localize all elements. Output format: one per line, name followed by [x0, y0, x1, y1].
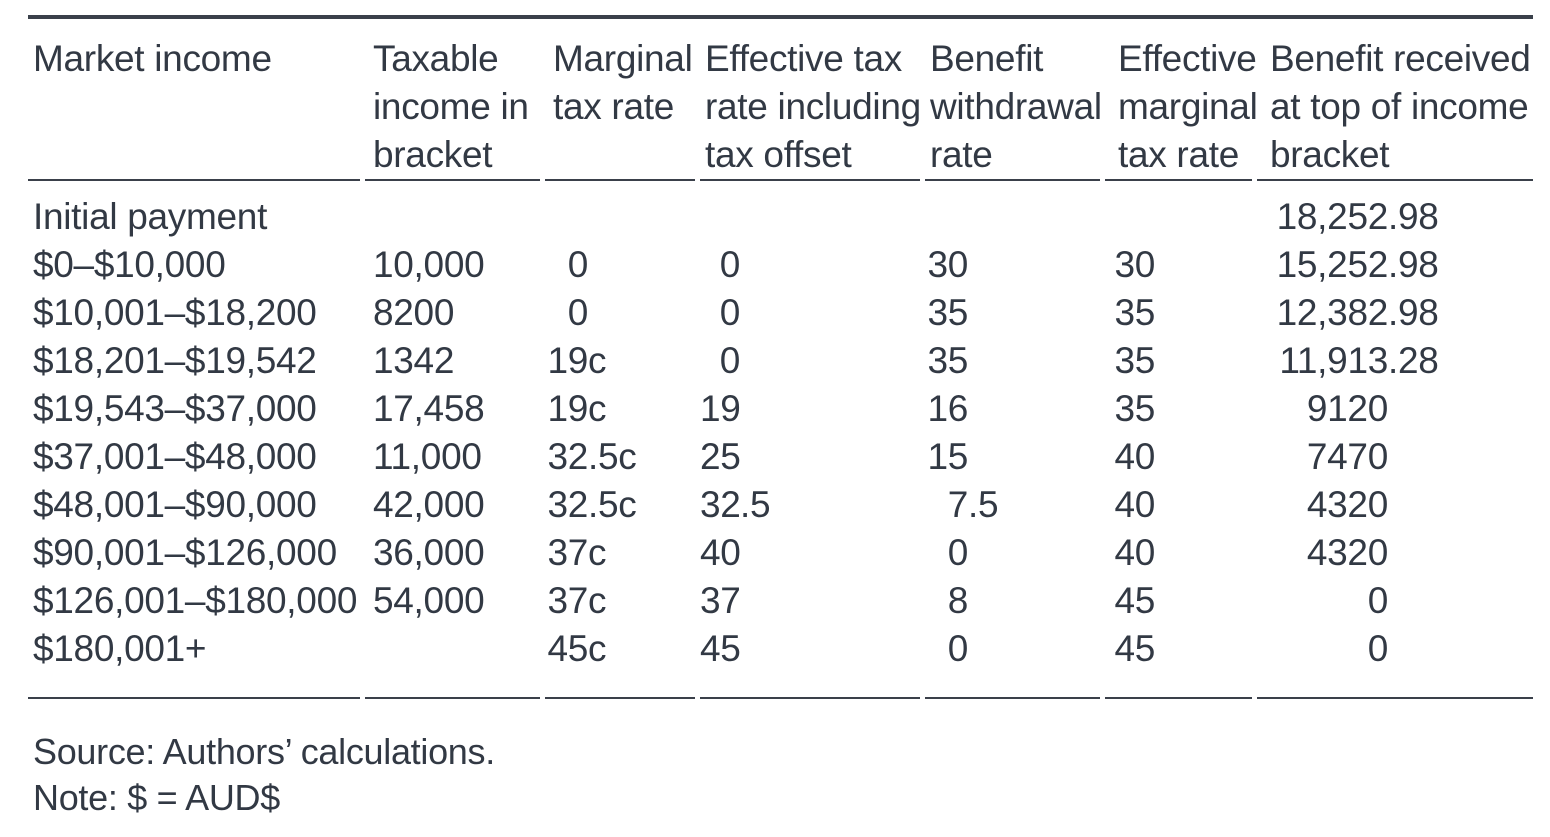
cell-taxable-income: 36,000: [373, 532, 485, 573]
cell-effective-tax-rate: 40: [700, 532, 741, 573]
table-header-row: Market income Taxable income in bracket …: [28, 19, 1533, 181]
cell-benefit-received: 0: [1367, 628, 1389, 669]
table-body: Initial payment 18,252.98 $0–$10,000 10,000…: [28, 181, 1533, 673]
table-top-rule: [28, 15, 1533, 19]
header-taxable-income: Taxable income in bracket: [365, 35, 540, 181]
cell-benefit-withdrawal: 35: [927, 340, 968, 381]
cell-effective-tax-rate: 45: [700, 628, 741, 669]
cell-effective-marginal: 35: [1114, 340, 1155, 381]
cell-taxable-income: 42,000: [373, 484, 485, 525]
cell-market-income: $18,201–$19,542: [33, 340, 317, 381]
cell-effective-marginal: 40: [1114, 532, 1155, 573]
cell-benefit-withdrawal: [925, 193, 1100, 241]
cell-effective-tax-rate: 0: [719, 340, 741, 381]
header-benefit-withdrawal: Benefit withdrawal rate: [925, 35, 1102, 181]
cell-benefit-received: 15,252.98: [1276, 244, 1439, 285]
header-marginal-tax-rate: Marginal tax rate: [545, 35, 695, 181]
cell-benefit-received: 18,252.98: [1276, 196, 1439, 237]
cell-effective-marginal: 45: [1114, 580, 1155, 621]
cell-effective-tax-rate: 32.5: [700, 484, 771, 525]
cell-taxable-income: 54,000: [373, 580, 485, 621]
cell-market-income: $126,001–$180,000: [33, 580, 358, 621]
cell-benefit-received: 12,382.98: [1276, 292, 1439, 333]
cell-effective-marginal: 45: [1114, 628, 1155, 669]
cell-taxable-income: 10,000: [373, 244, 485, 285]
cell-benefit-withdrawal: 15: [927, 436, 968, 477]
cell-market-income: $19,543–$37,000: [33, 388, 317, 429]
cell-benefit-withdrawal: 30: [927, 244, 968, 285]
cell-effective-tax-rate: 37: [700, 580, 741, 621]
bottom-rule-segment: [545, 697, 695, 699]
cell-market-income: $180,001+: [33, 628, 207, 669]
cell-benefit-received: 4320: [1306, 532, 1388, 573]
cell-effective-marginal: 35: [1114, 292, 1155, 333]
table-footnotes: Source: Authors’ calculations. Note: $ =…: [28, 729, 1533, 821]
cell-marginal-tax-rate: 32.5c: [547, 436, 637, 477]
cell-market-income: $90,001–$126,000: [33, 532, 337, 573]
cell-marginal-tax-rate: 45 c: [547, 628, 607, 669]
cell-effective-marginal: 30: [1114, 244, 1155, 285]
cell-effective-tax-rate: 25: [700, 436, 741, 477]
bottom-rule-segment: [1257, 697, 1533, 699]
cell-market-income: $0–$10,000: [33, 244, 226, 285]
cell-marginal-tax-rate: 19 c: [547, 340, 607, 381]
cell-benefit-withdrawal: 0: [947, 628, 969, 669]
table-bottom-rule: [28, 697, 1533, 699]
bottom-rule-segment: [925, 697, 1100, 699]
cell-benefit-received: 0: [1367, 580, 1389, 621]
cell-benefit-withdrawal: 8: [947, 580, 969, 621]
cell-market-income: $10,001–$18,200: [33, 292, 317, 333]
cell-effective-marginal: [1105, 193, 1252, 241]
cell-marginal-tax-rate: 0: [567, 292, 589, 333]
bottom-rule-segment: [28, 697, 360, 699]
cell-benefit-received: 4320: [1306, 484, 1388, 525]
source-note: Source: Authors’ calculations.: [33, 731, 495, 772]
cell-benefit-withdrawal: 0: [947, 532, 969, 573]
tax-table-sheet: Market income Taxable income in bracket …: [28, 15, 1533, 821]
cell-marginal-tax-rate: [545, 193, 695, 241]
cell-taxable-income: 17,458: [373, 388, 485, 429]
cell-benefit-withdrawal: 16: [927, 388, 968, 429]
bottom-rule-segment: [1105, 697, 1252, 699]
cell-benefit-withdrawal: 7.5: [947, 484, 999, 525]
cell-market-income: $48,001–$90,000: [33, 484, 317, 525]
cell-marginal-tax-rate: 19 c: [547, 388, 607, 429]
cell-effective-tax-rate: 0: [719, 244, 741, 285]
cell-benefit-withdrawal: 35: [927, 292, 968, 333]
bottom-rule-segment: [365, 697, 540, 699]
bottom-rule-segment: [700, 697, 920, 699]
cell-effective-marginal: 40: [1114, 484, 1155, 525]
cell-effective-tax-rate: 0: [719, 292, 741, 333]
cell-effective-marginal: 35: [1114, 388, 1155, 429]
cell-taxable-income: 8200: [373, 292, 455, 333]
cell-market-income: Initial payment: [33, 196, 268, 237]
header-market-income: Market income: [28, 35, 360, 181]
cell-effective-marginal: 40: [1114, 436, 1155, 477]
cell-taxable-income: 11,000: [373, 436, 482, 477]
header-effective-tax-rate: Effective tax rate including tax offset: [700, 35, 921, 181]
cell-benefit-received: 11,913.28: [1279, 340, 1439, 381]
currency-note: Note: $ = AUD$: [33, 777, 280, 818]
cell-marginal-tax-rate: 0: [567, 244, 589, 285]
cell-marginal-tax-rate: 32.5c: [547, 484, 637, 525]
cell-benefit-received: 7470: [1306, 436, 1388, 477]
header-effective-marginal: Effective marginal tax rate: [1105, 35, 1258, 181]
cell-effective-tax-rate: [700, 193, 920, 241]
cell-marginal-tax-rate: 37 c: [547, 532, 607, 573]
cell-marginal-tax-rate: 37 c: [547, 580, 607, 621]
cell-taxable-income: [365, 193, 540, 241]
cell-market-income: $37,001–$48,000: [33, 436, 317, 477]
cell-effective-tax-rate: 19: [700, 388, 741, 429]
cell-taxable-income: [365, 625, 540, 673]
header-benefit-received: Benefit received at top of income bracke…: [1257, 35, 1533, 181]
cell-benefit-received: 9120: [1306, 388, 1388, 429]
cell-taxable-income: 1342: [373, 340, 455, 381]
